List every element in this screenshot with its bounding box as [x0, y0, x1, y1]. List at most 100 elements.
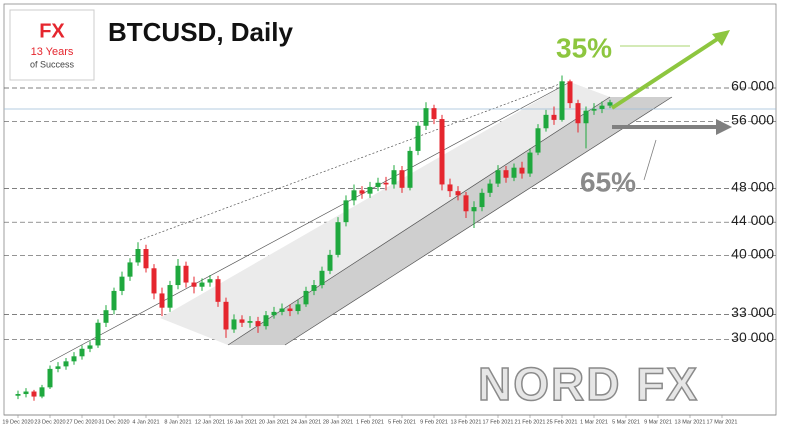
candle-body	[103, 310, 109, 323]
candle-body	[487, 183, 493, 193]
candle-body	[223, 301, 229, 330]
candle-body	[495, 170, 501, 184]
channel-line	[227, 96, 611, 346]
candle-body	[407, 150, 413, 188]
x-tick-label: 12 Jan 2021	[195, 419, 225, 425]
logo-text: of Success	[30, 59, 75, 69]
candle-body	[231, 319, 237, 330]
candle-body	[519, 167, 525, 174]
x-tick-label: 17 Mar 2021	[707, 419, 738, 425]
x-tick-label: 17 Feb 2021	[483, 419, 514, 425]
candle-body	[463, 195, 469, 212]
candle-body	[47, 368, 53, 388]
x-tick-label: 23 Dec 2020	[34, 419, 65, 425]
channel-line	[284, 96, 673, 346]
candle-body	[471, 207, 477, 212]
candle-body	[287, 308, 293, 312]
candle-body	[479, 192, 485, 208]
candle-body	[119, 276, 125, 291]
candle-body	[71, 356, 77, 362]
candle-body	[607, 102, 613, 106]
candle-body	[319, 270, 325, 286]
x-tick-label: 16 Jan 2021	[227, 419, 257, 425]
candle-body	[303, 290, 309, 305]
candle-body	[247, 321, 253, 323]
candle-body	[455, 191, 461, 196]
candle-body	[351, 190, 357, 201]
candle-body	[87, 345, 93, 349]
candle-body	[399, 170, 405, 188]
candle-body	[583, 110, 589, 124]
x-tick-label: 9 Feb 2021	[420, 419, 448, 425]
candle-body	[79, 348, 85, 357]
candle-body	[575, 103, 581, 124]
candle-body	[327, 254, 333, 271]
annotation: 65%	[580, 166, 636, 197]
candle-body	[439, 119, 445, 185]
logo-text: 13 Years	[31, 46, 74, 58]
candle-body	[143, 249, 149, 269]
candle-body	[383, 182, 389, 185]
candle-body	[183, 265, 189, 283]
candle-body	[511, 167, 517, 178]
x-tick-label: 4 Jan 2021	[132, 419, 159, 425]
candle-body	[127, 262, 133, 277]
candle-body	[503, 170, 509, 178]
candle-body	[159, 293, 165, 308]
x-tick-label: 20 Jan 2021	[259, 419, 289, 425]
candle-body	[559, 81, 565, 120]
x-tick-label: 5 Mar 2021	[612, 419, 640, 425]
candle-body	[151, 268, 157, 294]
x-tick-label: 27 Dec 2020	[66, 419, 97, 425]
x-tick-label: 25 Feb 2021	[547, 419, 578, 425]
up-arrow-head	[712, 30, 730, 46]
candle-body	[239, 319, 245, 323]
candle-body	[215, 279, 221, 302]
candle-body	[55, 366, 61, 369]
upper-channel	[160, 82, 610, 345]
candle-body	[255, 321, 261, 327]
candle-body	[111, 290, 117, 311]
x-tick-label: 8 Jan 2021	[164, 419, 191, 425]
chart-title: BTCUSD, Daily	[108, 17, 293, 47]
watermark: NORD FX	[478, 358, 699, 410]
y-tick-label: 33 000	[731, 304, 774, 320]
candle-body	[551, 114, 557, 120]
y-tick-label: 48 000	[731, 178, 774, 194]
candle-body	[263, 315, 269, 327]
candle-body	[591, 108, 597, 111]
candle-body	[135, 249, 141, 263]
candle-body	[391, 170, 397, 185]
candle-body	[343, 200, 349, 223]
candle-body	[375, 182, 381, 187]
x-tick-label: 13 Feb 2021	[451, 419, 482, 425]
candle-body	[447, 184, 453, 192]
candle-body	[359, 190, 365, 194]
x-tick-label: 5 Feb 2021	[388, 419, 416, 425]
annotation: 35%	[556, 32, 612, 63]
candle-body	[39, 387, 45, 397]
candle-body	[527, 152, 533, 174]
candle-body	[199, 282, 205, 287]
lower-channel	[228, 97, 672, 345]
x-tick-label: 24 Jan 2021	[291, 419, 321, 425]
x-tick-label: 31 Dec 2020	[98, 419, 129, 425]
candle-body	[95, 322, 101, 346]
x-tick-label: 9 Mar 2021	[644, 419, 672, 425]
x-tick-label: 21 Feb 2021	[515, 419, 546, 425]
up-arrow	[610, 34, 724, 110]
x-tick-label: 1 Feb 2021	[356, 419, 384, 425]
candle-body	[175, 265, 181, 286]
candle-body	[367, 186, 373, 194]
logo-brand: FX	[39, 20, 65, 42]
candle-body	[279, 308, 285, 312]
candle-body	[191, 282, 197, 287]
candle-body	[423, 108, 429, 126]
x-tick-label: 19 Dec 2020	[2, 419, 33, 425]
candle-body	[15, 394, 21, 396]
leader-line	[643, 139, 657, 181]
candle-body	[567, 81, 573, 104]
candle-body	[431, 108, 437, 120]
candle-body	[415, 125, 421, 151]
